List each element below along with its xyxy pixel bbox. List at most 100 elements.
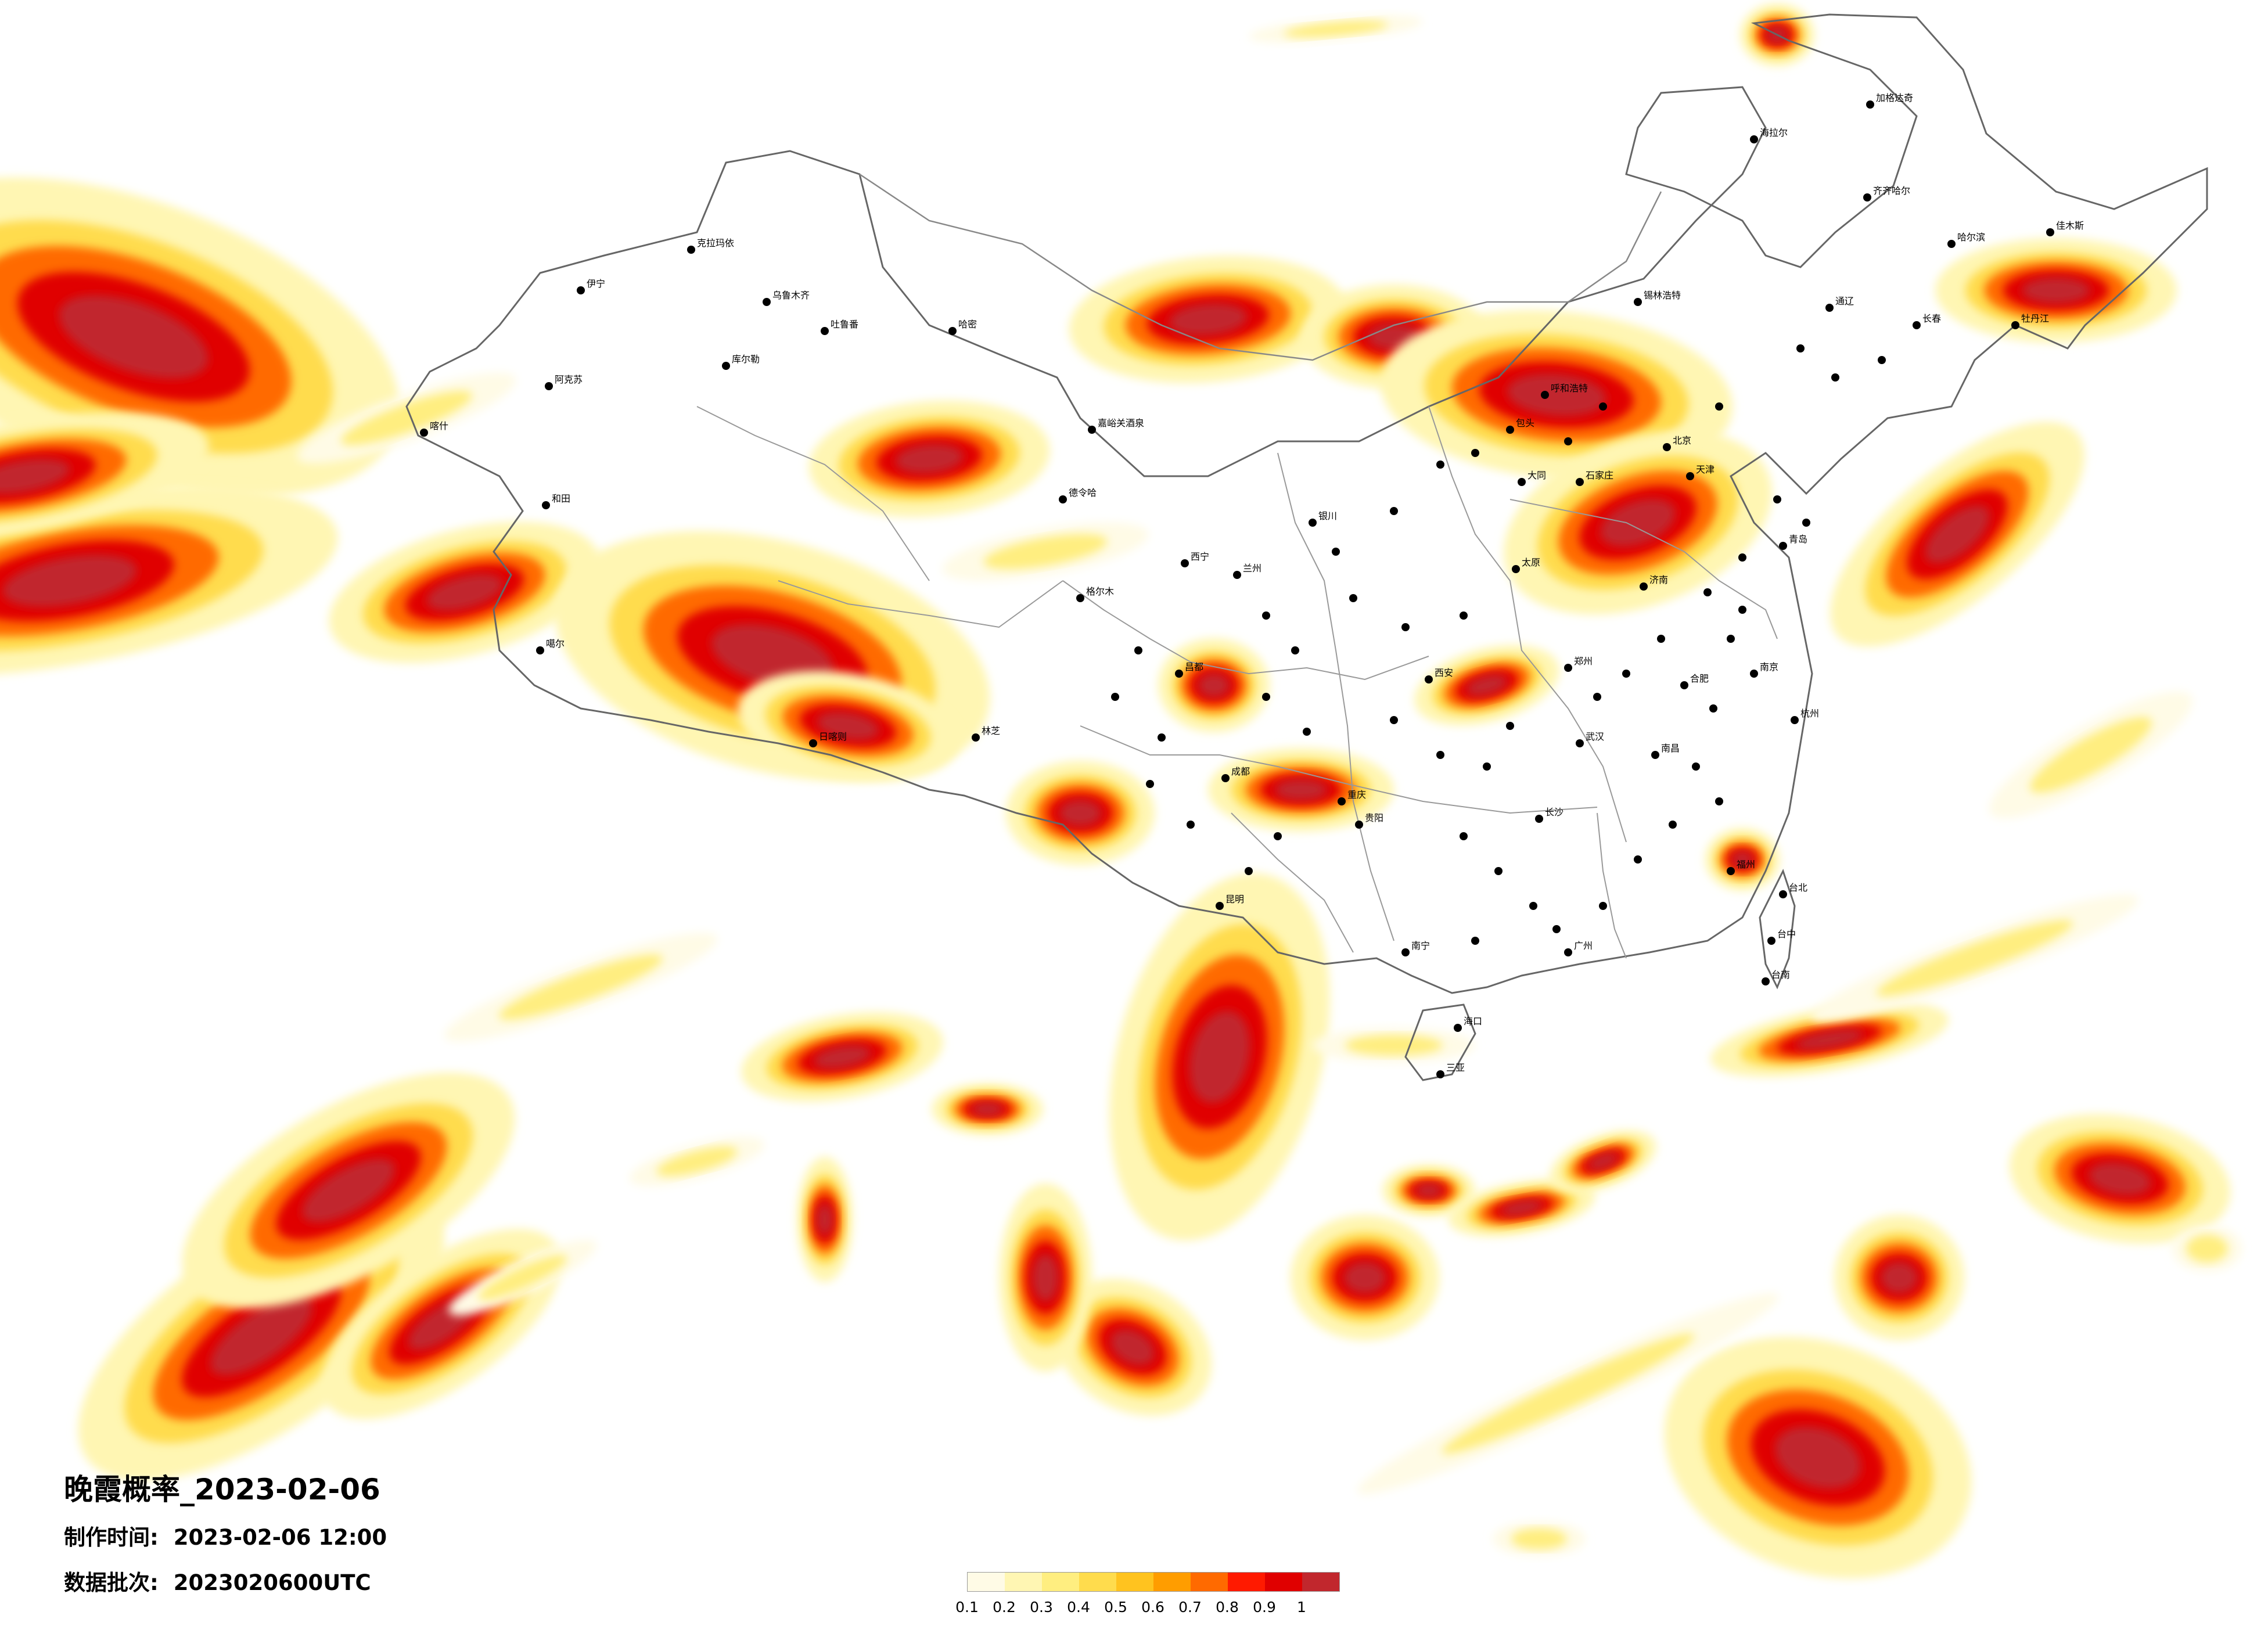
legend-color-bar xyxy=(967,1572,1340,1592)
city-label: 三亚 xyxy=(1446,1062,1465,1073)
city-dot xyxy=(809,739,817,747)
city-dot xyxy=(2046,228,2054,236)
city-dot xyxy=(1863,193,1871,202)
city-dot xyxy=(1622,670,1630,678)
city-dot xyxy=(1233,571,1241,579)
city-marker: 牡丹江 xyxy=(2011,313,2049,329)
city-dot xyxy=(1750,670,1758,678)
city-marker: 阿克苏 xyxy=(545,374,583,390)
probability-cell xyxy=(895,444,964,474)
legend-tick-label: 0.7 xyxy=(1178,1599,1202,1616)
city-marker: 贵阳 xyxy=(1355,812,1383,829)
legend-swatch xyxy=(1153,1573,1191,1591)
city-label: 林芝 xyxy=(982,725,1000,736)
city-marker: 银川 xyxy=(1309,510,1337,527)
city-dot xyxy=(1355,821,1363,829)
legend-swatch xyxy=(1116,1573,1153,1591)
city-dot xyxy=(821,327,829,335)
province-lines xyxy=(696,406,1778,959)
city-dot xyxy=(1483,762,1491,771)
probability-cell xyxy=(1442,1333,1695,1454)
city-dot xyxy=(763,298,771,306)
probability-cell xyxy=(656,1146,738,1177)
city-dot xyxy=(1947,240,1956,248)
probability-cell xyxy=(1775,1426,1861,1489)
city-label: 齐齐哈尔 xyxy=(1873,185,1910,196)
city-marker: 和田 xyxy=(542,493,570,509)
city-label: 嘉峪关酒泉 xyxy=(1098,418,1144,429)
city-label: 德令哈 xyxy=(1069,487,1097,498)
city-marker: 成都 xyxy=(1221,766,1250,782)
legend-tick-label: 0.1 xyxy=(955,1599,979,1616)
legend-tick-label: 0.6 xyxy=(1141,1599,1164,1616)
map-title: 晚霞概率_2023-02-06 xyxy=(64,1473,380,1506)
data-batch-label: 数据批次: xyxy=(64,1570,159,1595)
city-label: 昆明 xyxy=(1225,894,1244,905)
city-dot xyxy=(1657,635,1665,643)
city-marker: 呼和浩特 xyxy=(1541,383,1588,399)
city-dot xyxy=(542,501,550,509)
city-label: 克拉玛依 xyxy=(697,238,734,249)
city-dot xyxy=(1401,623,1410,631)
city-marker: 包头 xyxy=(1506,418,1534,434)
city-dot xyxy=(1471,937,1479,945)
city-label: 日喀则 xyxy=(819,731,847,742)
city-label: 和田 xyxy=(552,493,570,504)
legend-tick-label: 0.5 xyxy=(1104,1599,1127,1616)
data-batch: 数据批次: 2023020600UTC xyxy=(64,1565,371,1596)
city-label: 成都 xyxy=(1231,766,1250,777)
city-dot xyxy=(1750,135,1758,143)
city-label: 银川 xyxy=(1318,510,1337,521)
city-label: 包头 xyxy=(1516,418,1534,429)
city-marker: 库尔勒 xyxy=(722,354,760,370)
city-marker: 重庆 xyxy=(1338,789,1366,805)
production-time-value: 2023-02-06 12:00 xyxy=(173,1525,387,1550)
city-label: 昌都 xyxy=(1185,661,1203,672)
city-marker: 齐齐哈尔 xyxy=(1863,185,1910,202)
city-dot xyxy=(1535,815,1543,823)
probability-cell xyxy=(2022,277,2090,304)
city-dot xyxy=(1506,426,1514,434)
city-label: 伊宁 xyxy=(587,278,605,289)
city-label: 兰州 xyxy=(1243,563,1261,574)
city-label: 贵阳 xyxy=(1365,812,1383,823)
probability-cell xyxy=(478,1254,567,1301)
city-dot xyxy=(1593,693,1601,701)
city-marker: 海口 xyxy=(1454,1016,1482,1032)
probability-cell xyxy=(1169,303,1248,336)
probability-cell xyxy=(983,534,1108,570)
probability-cell xyxy=(1415,1183,1442,1197)
city-dot xyxy=(1564,664,1572,672)
city-marker: 天津 xyxy=(1686,464,1715,480)
probability-cell xyxy=(1600,499,1676,546)
legend-swatch xyxy=(1302,1573,1339,1591)
city-dot xyxy=(1332,548,1340,556)
probability-cell xyxy=(1198,673,1230,697)
city-dot xyxy=(420,429,428,437)
city-marker: 格尔木 xyxy=(1076,586,1114,602)
city-marker: 济南 xyxy=(1640,574,1668,591)
city-marker: 台中 xyxy=(1767,929,1796,945)
city-dot xyxy=(1471,449,1479,457)
city-label: 西安 xyxy=(1435,667,1453,678)
city-marker: 通辽 xyxy=(1825,296,1854,312)
city-marker: 太原 xyxy=(1512,557,1540,573)
city-marker: 西宁 xyxy=(1181,551,1209,567)
city-dot xyxy=(1680,681,1688,689)
legend-tick-label: 0.4 xyxy=(1067,1599,1090,1616)
city-dot xyxy=(1518,478,1526,486)
color-legend: 0.1 0.2 0.3 0.4 0.5 0.6 0.7 0.8 0.9 1 xyxy=(955,1572,1340,1618)
probability-cell xyxy=(1925,505,1990,563)
probability-cell xyxy=(1059,800,1101,826)
city-label: 武汉 xyxy=(1586,731,1604,742)
city-dot xyxy=(1825,304,1834,312)
city-label: 乌鲁木齐 xyxy=(772,290,810,301)
city-marker: 锡林浩特 xyxy=(1634,290,1681,306)
city-dot xyxy=(948,327,957,335)
city-label: 哈尔滨 xyxy=(1957,232,1985,243)
city-label: 南昌 xyxy=(1661,743,1680,754)
city-dot xyxy=(1494,867,1503,875)
city-label: 加格达奇 xyxy=(1876,92,1913,103)
city-dot xyxy=(1390,507,1398,515)
probability-cell xyxy=(0,458,70,494)
